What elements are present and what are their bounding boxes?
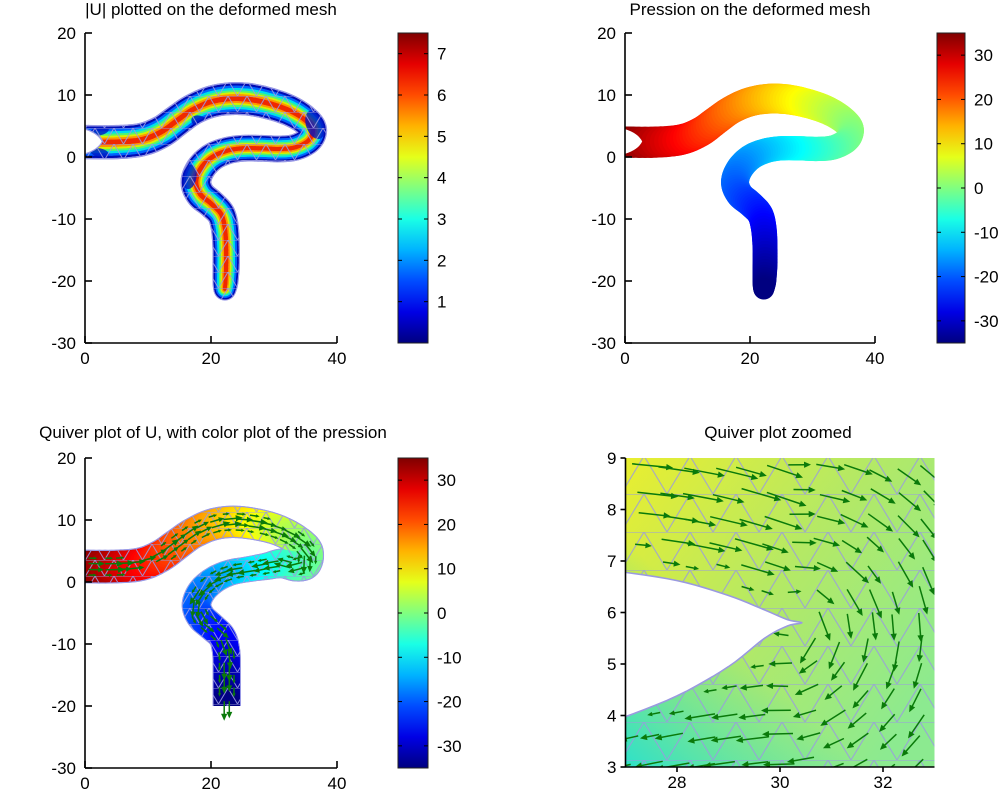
svg-text:20: 20 — [741, 349, 760, 368]
subplot-quiver-zoomed — [625, 458, 935, 767]
svg-text:20: 20 — [57, 24, 76, 43]
subplot-pressure-deformed-mesh — [625, 83, 864, 300]
svg-text:4: 4 — [437, 169, 446, 188]
svg-text:2: 2 — [437, 251, 446, 270]
svg-text:20: 20 — [974, 90, 993, 109]
subplot-title-quiver: Quiver plot of U, with color plot of the… — [39, 423, 387, 442]
svg-text:-20: -20 — [51, 697, 76, 716]
svg-text:20: 20 — [202, 774, 221, 793]
svg-text:10: 10 — [57, 511, 76, 530]
svg-text:-30: -30 — [51, 334, 76, 353]
svg-text:-30: -30 — [974, 312, 999, 331]
svg-text:7: 7 — [607, 552, 616, 571]
svg-text:28: 28 — [668, 773, 687, 792]
subplot-title-quiver-zoom: Quiver plot zoomed — [704, 423, 852, 442]
svg-text:30: 30 — [974, 46, 993, 65]
quiver-zoom-arrows — [625, 461, 935, 767]
svg-text:10: 10 — [437, 560, 456, 579]
svg-text:-20: -20 — [437, 693, 462, 712]
svg-text:10: 10 — [597, 86, 616, 105]
svg-text:7: 7 — [437, 45, 446, 64]
svg-text:5: 5 — [607, 655, 616, 674]
svg-text:-10: -10 — [51, 635, 76, 654]
svg-text:0: 0 — [437, 604, 446, 623]
svg-text:-10: -10 — [51, 210, 76, 229]
svg-text:5: 5 — [437, 127, 446, 146]
svg-text:10: 10 — [57, 86, 76, 105]
svg-text:-10: -10 — [591, 210, 616, 229]
axes-quiver-pressure: 0 20 40 -30 -20 -10 0 10 20 — [51, 449, 346, 793]
svg-text:-20: -20 — [51, 272, 76, 291]
svg-text:32: 32 — [874, 773, 893, 792]
svg-text:0: 0 — [620, 349, 629, 368]
axes-pressure-deformed-mesh: 0 20 40 -30 -20 -10 0 10 20 — [591, 24, 884, 368]
svg-text:9: 9 — [607, 449, 616, 468]
svg-text:-30: -30 — [591, 334, 616, 353]
svg-text:10: 10 — [974, 135, 993, 154]
svg-text:40: 40 — [328, 774, 347, 793]
colorbar-u-deformed-mesh: 1 2 3 4 5 6 7 — [397, 32, 446, 344]
svg-text:-20: -20 — [591, 272, 616, 291]
svg-text:20: 20 — [437, 515, 456, 534]
svg-text:0: 0 — [607, 148, 616, 167]
svg-text:6: 6 — [437, 86, 446, 105]
subplot-title-u-mesh: |U| plotted on the deformed mesh — [85, 0, 337, 19]
svg-text:6: 6 — [607, 604, 616, 623]
svg-text:0: 0 — [67, 573, 76, 592]
quiver-arrows — [88, 512, 318, 721]
colorbar-quiver-pressure: -30 -20 -10 0 10 20 30 — [397, 457, 462, 769]
subplot-u-deformed-mesh — [85, 33, 337, 343]
svg-text:30: 30 — [437, 471, 456, 490]
svg-text:0: 0 — [80, 774, 89, 793]
svg-text:40: 40 — [866, 349, 885, 368]
subplot-quiver-pressure — [85, 458, 337, 768]
svg-text:8: 8 — [607, 501, 616, 520]
svg-text:0: 0 — [974, 179, 983, 198]
svg-text:3: 3 — [607, 758, 616, 777]
colorbar-pressure-deformed-mesh: -30 -20 -10 0 10 20 30 — [936, 32, 999, 344]
svg-text:3: 3 — [437, 210, 446, 229]
svg-text:1: 1 — [437, 293, 446, 312]
svg-text:20: 20 — [202, 349, 221, 368]
axes-u-deformed-mesh: 0 20 40 -30 -20 -10 0 10 20 — [51, 24, 346, 368]
svg-text:-30: -30 — [437, 737, 462, 756]
svg-text:0: 0 — [67, 148, 76, 167]
svg-text:-30: -30 — [51, 759, 76, 778]
svg-text:20: 20 — [597, 24, 616, 43]
svg-text:40: 40 — [328, 349, 347, 368]
svg-text:4: 4 — [607, 707, 616, 726]
subplot-title-pression: Pression on the deformed mesh — [629, 0, 871, 19]
svg-text:20: 20 — [57, 449, 76, 468]
svg-text:-10: -10 — [974, 223, 999, 242]
svg-text:-20: -20 — [974, 268, 999, 287]
svg-text:-10: -10 — [437, 648, 462, 667]
svg-text:0: 0 — [80, 349, 89, 368]
svg-text:30: 30 — [771, 773, 790, 792]
